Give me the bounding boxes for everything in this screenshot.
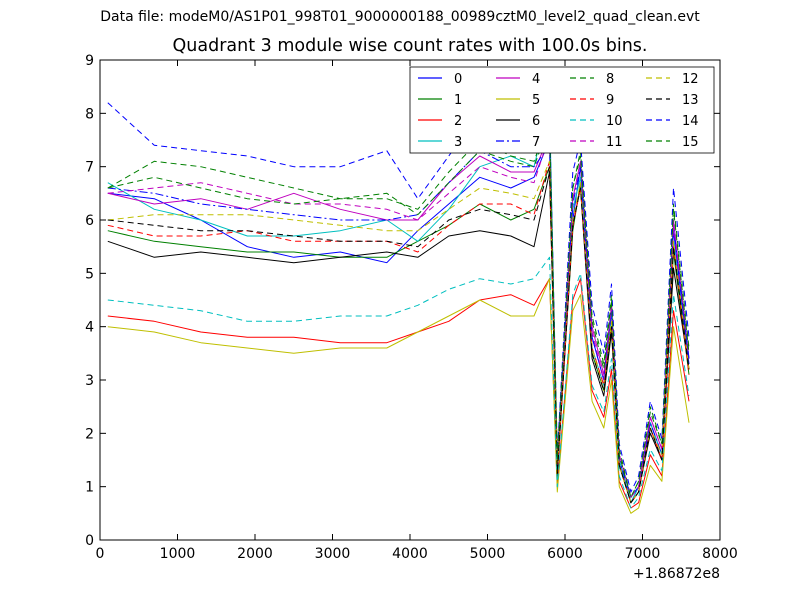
series-line-0 [107,139,690,504]
y-tick-label: 6 [85,213,94,229]
x-offset-label: +1.86872e8 [633,566,720,582]
x-tick-label: 5000 [470,546,506,562]
series-line-8 [107,118,690,498]
series-line-10 [107,256,690,509]
x-tick-label: 2000 [237,546,273,562]
legend-label-5: 5 [532,93,540,108]
x-tick-label: 1000 [160,546,196,562]
legend-label-9: 9 [606,93,614,108]
legend-box [409,66,715,154]
series-line-3 [107,102,690,504]
x-tick-label: 7000 [625,546,661,562]
series-line-6 [107,171,690,504]
legend-label-0: 0 [454,72,462,87]
series-line-13 [107,166,690,504]
series-line-11 [107,134,690,498]
legend-label-3: 3 [454,135,462,150]
x-tick-label: 6000 [547,546,583,562]
legend-label-6: 6 [532,114,540,129]
legend-label-8: 8 [606,72,614,87]
y-tick-label: 3 [85,373,94,389]
series-line-15 [107,123,690,498]
x-tick-label: 0 [96,546,105,562]
legend-label-7: 7 [532,135,540,150]
y-tick-label: 5 [85,266,94,282]
axis-ticks: 0 1000 2000 3000 4000 5000 6000 7000 80000123456… [85,53,738,562]
chart-title: Quadrant 3 module wise count rates with … [172,36,648,56]
y-tick-label: 7 [85,160,94,176]
series-line-5 [107,278,690,514]
legend-label-13: 13 [682,93,699,108]
series-line-9 [107,160,690,504]
legend-label-15: 15 [682,135,699,150]
x-tick-label: 4000 [392,546,428,562]
y-tick-label: 1 [85,480,94,496]
y-tick-label: 4 [85,320,94,336]
y-tick-label: 2 [85,426,94,442]
legend-label-2: 2 [454,114,462,129]
legend-label-12: 12 [682,72,699,87]
legend-label-11: 11 [606,135,623,150]
y-tick-label: 0 [85,533,94,549]
series-line-4 [107,134,690,498]
series-line-12 [107,160,690,504]
legend-label-4: 4 [532,72,540,87]
legend-label-14: 14 [682,114,699,129]
y-tick-label: 9 [85,53,94,69]
suptitle: Data file: modeM0/AS1P01_998T01_90000001… [100,9,700,25]
y-tick-label: 8 [85,106,94,122]
legend-label-1: 1 [454,93,462,108]
legend-label-10: 10 [606,114,623,129]
series-layer [107,102,690,514]
x-tick-label: 8000 [702,546,738,562]
x-tick-label: 3000 [315,546,351,562]
series-line-7 [107,144,690,498]
series-line-14 [107,102,690,493]
series-line-2 [107,278,690,509]
